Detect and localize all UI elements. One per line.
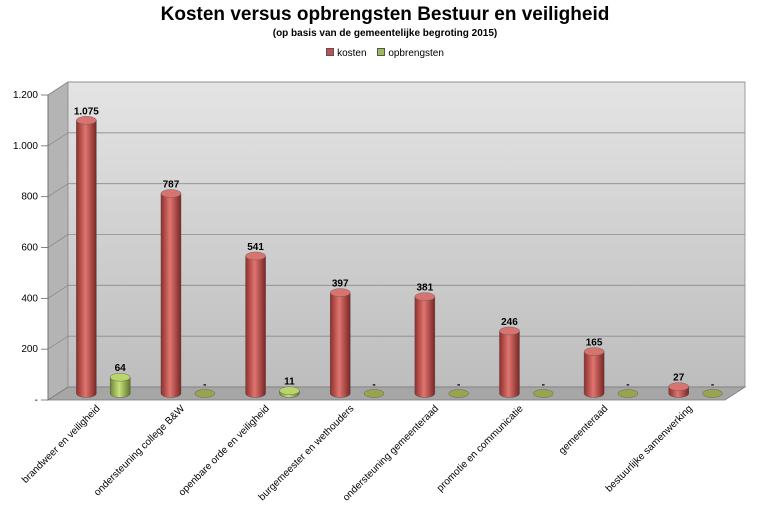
data-label-opbrengsten: 11 xyxy=(284,377,295,388)
bar-kosten xyxy=(245,255,266,398)
category-label: burgemeester en wethouders xyxy=(257,403,357,503)
data-label-kosten: 541 xyxy=(247,242,264,253)
gridline-side xyxy=(47,234,69,248)
bar-opbrengsten-base xyxy=(448,389,469,398)
data-label-opbrengsten: - xyxy=(457,380,460,391)
data-label-opbrengsten: 64 xyxy=(115,363,127,374)
data-label-kosten: 787 xyxy=(163,179,180,190)
bar-opbrengsten-base xyxy=(617,389,639,398)
y-tick-label: 1.200 xyxy=(13,90,38,101)
legend-label-opbrengsten: opbrengsten xyxy=(388,48,444,59)
data-label-kosten: 381 xyxy=(417,283,434,294)
bar-opbrengsten-base xyxy=(702,389,723,398)
bar-kosten-top xyxy=(499,326,520,336)
data-label-opbrengsten: - xyxy=(372,380,375,391)
category-label: promotie en communicatie xyxy=(435,403,526,494)
category-label: brandweer en veiligheid xyxy=(20,403,102,485)
category-label: gemeenteraad xyxy=(557,403,610,456)
data-label-kosten: 27 xyxy=(673,373,685,384)
data-label-kosten: 397 xyxy=(332,279,349,290)
bar-kosten xyxy=(330,292,351,398)
data-label-opbrengsten: - xyxy=(203,380,206,391)
bar-kosten-top xyxy=(245,251,266,261)
data-label-kosten: 246 xyxy=(501,317,518,328)
category-label: ondersteuning gemeenteraad xyxy=(341,403,441,503)
bar-opbrengsten-base xyxy=(194,389,216,398)
bar-opbrengsten-base xyxy=(363,389,385,398)
bar-kosten xyxy=(499,330,520,398)
bar-kosten xyxy=(414,296,436,398)
category-label: bestuurlijke samenwerking xyxy=(604,403,695,494)
bar-kosten-top xyxy=(330,288,351,297)
chart-subtitle: (op basis van de gemeentelijke begroting… xyxy=(272,28,498,39)
floor xyxy=(46,386,747,401)
y-tick-label: 200 xyxy=(21,344,38,355)
legend-swatch-kosten xyxy=(326,48,335,56)
y-tick-label: 800 xyxy=(21,192,38,203)
y-tick-label: 400 xyxy=(21,293,38,304)
bar-kosten xyxy=(160,193,182,398)
bar-opbrengsten-base xyxy=(533,389,554,398)
bar-kosten xyxy=(583,351,605,398)
legend-item-kosten: kosten xyxy=(326,48,367,59)
data-label-opbrengsten: - xyxy=(542,380,545,391)
chart-title: Kosten versus opbrengsten Bestuur en vei… xyxy=(160,4,610,25)
y-tick-label: 1.000 xyxy=(13,141,38,152)
bar-kosten-top xyxy=(414,292,436,301)
category-label: ondersteuning college B&W xyxy=(92,403,187,498)
legend-swatch-opbrengsten xyxy=(377,48,386,56)
bar-kosten xyxy=(76,120,97,398)
data-label-kosten: 1.075 xyxy=(74,106,99,117)
data-label-kosten: 165 xyxy=(586,338,603,349)
legend-item-opbrengsten: opbrengsten xyxy=(377,48,444,59)
legend-label-kosten: kosten xyxy=(337,48,367,59)
y-tick-label: - xyxy=(35,395,38,406)
y-tick-label: 600 xyxy=(21,243,38,254)
gridline-side xyxy=(47,284,69,299)
category-label: openbare orde en veiligheid xyxy=(177,403,272,498)
bar-opbrengsten-top xyxy=(279,386,300,395)
bar-kosten-top xyxy=(668,382,689,391)
gridline-side xyxy=(47,183,69,198)
bar-opbrengsten-top xyxy=(109,373,131,382)
gridline-side xyxy=(47,81,69,96)
gridline-side xyxy=(47,335,69,350)
gridline-side xyxy=(47,132,69,147)
data-label-opbrengsten: - xyxy=(711,380,714,391)
data-label-opbrengsten: - xyxy=(626,380,629,391)
bar-kosten-top xyxy=(583,347,605,356)
bar-kosten-top xyxy=(160,189,182,198)
legend: kosten opbrengsten xyxy=(0,48,770,59)
bar-opbrengsten xyxy=(109,377,131,398)
bar-kosten-top xyxy=(76,116,97,125)
